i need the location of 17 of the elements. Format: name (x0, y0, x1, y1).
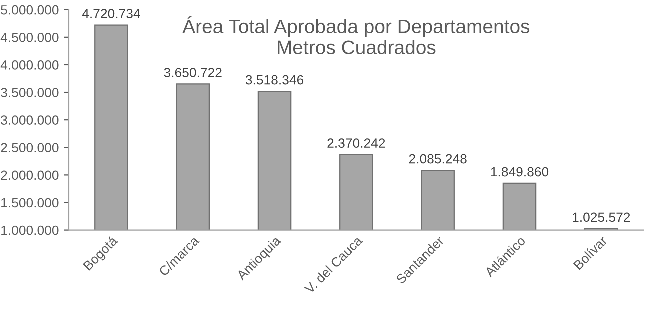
y-tick-label: 4.000.000 (0, 60, 59, 70)
y-tick-label: 3.500.000 (1, 88, 59, 98)
data-label: 2.370.242 (328, 138, 386, 148)
y-tick-label: 4.500.000 (0, 32, 59, 42)
y-tick-label: 1.000.000 (2, 226, 59, 236)
data-label: 1.025.572 (573, 212, 630, 222)
y-tick-label: 2.500.000 (1, 143, 59, 153)
data-label: 3.650.722 (164, 68, 222, 78)
y-tick-label: 2.000.000 (1, 170, 59, 180)
data-label: 3.518.346 (246, 75, 304, 85)
y-tick-label: 3.000.000 (1, 116, 59, 125)
data-label: 1.849.860 (491, 167, 549, 177)
y-tick-label: 5.000.000 (1, 5, 59, 15)
y-tick-label: 1.500.000 (2, 198, 59, 208)
data-label: 4.720.734 (82, 9, 140, 18)
data-label: 2.085.248 (409, 154, 467, 164)
text: Área Total Aprobada por Departamentos Metros Cuadrados (182, 16, 530, 54)
